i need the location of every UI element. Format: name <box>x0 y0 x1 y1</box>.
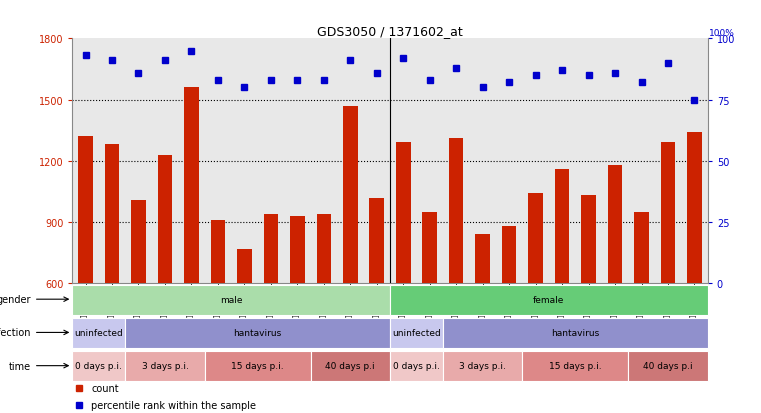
Bar <box>72 285 390 315</box>
Text: percentile rank within the sample: percentile rank within the sample <box>91 400 256 410</box>
Bar <box>343 107 358 284</box>
Bar <box>310 351 390 381</box>
Bar <box>184 88 199 284</box>
Bar <box>501 227 517 284</box>
Bar <box>370 198 384 284</box>
Text: uninfected: uninfected <box>75 328 123 337</box>
Bar <box>555 169 569 284</box>
Bar <box>522 351 629 381</box>
Bar <box>449 139 463 284</box>
Text: gender: gender <box>0 294 68 304</box>
Text: male: male <box>220 295 243 304</box>
Bar <box>126 351 205 381</box>
Bar <box>687 133 702 284</box>
Text: 100%: 100% <box>709 29 735 38</box>
Text: count: count <box>91 383 119 393</box>
Bar <box>476 235 490 284</box>
Text: hantavirus: hantavirus <box>551 328 600 337</box>
Bar <box>105 145 119 284</box>
Text: infection: infection <box>0 328 68 337</box>
Bar <box>528 194 543 284</box>
Bar <box>390 318 443 348</box>
Bar <box>443 351 522 381</box>
Bar <box>629 351 708 381</box>
Bar <box>205 351 310 381</box>
Bar <box>634 212 649 284</box>
Bar <box>396 143 410 284</box>
Text: 15 days p.i.: 15 days p.i. <box>549 361 602 370</box>
Text: 40 days p.i: 40 days p.i <box>643 361 693 370</box>
Text: female: female <box>533 295 565 304</box>
Bar <box>158 155 172 284</box>
Text: 15 days p.i.: 15 days p.i. <box>231 361 284 370</box>
Bar <box>290 216 304 284</box>
Bar <box>608 166 622 284</box>
Text: time: time <box>9 361 68 371</box>
Text: hantavirus: hantavirus <box>234 328 282 337</box>
Bar <box>661 143 675 284</box>
Bar <box>211 221 225 284</box>
Text: 0 days p.i.: 0 days p.i. <box>75 361 123 370</box>
Bar <box>131 200 146 284</box>
Bar <box>390 285 708 315</box>
Bar <box>443 318 708 348</box>
Text: 0 days p.i.: 0 days p.i. <box>393 361 440 370</box>
Bar <box>78 137 93 284</box>
Bar <box>126 318 390 348</box>
Bar <box>72 318 126 348</box>
Bar <box>263 214 279 284</box>
Bar <box>237 249 252 284</box>
Bar <box>581 196 596 284</box>
Text: 3 days p.i.: 3 days p.i. <box>142 361 189 370</box>
Text: 40 days p.i: 40 days p.i <box>326 361 375 370</box>
Text: uninfected: uninfected <box>392 328 441 337</box>
Bar <box>317 214 331 284</box>
Bar <box>390 351 443 381</box>
Bar <box>422 212 437 284</box>
Title: GDS3050 / 1371602_at: GDS3050 / 1371602_at <box>317 25 463 38</box>
Bar <box>72 351 126 381</box>
Text: 3 days p.i.: 3 days p.i. <box>459 361 506 370</box>
